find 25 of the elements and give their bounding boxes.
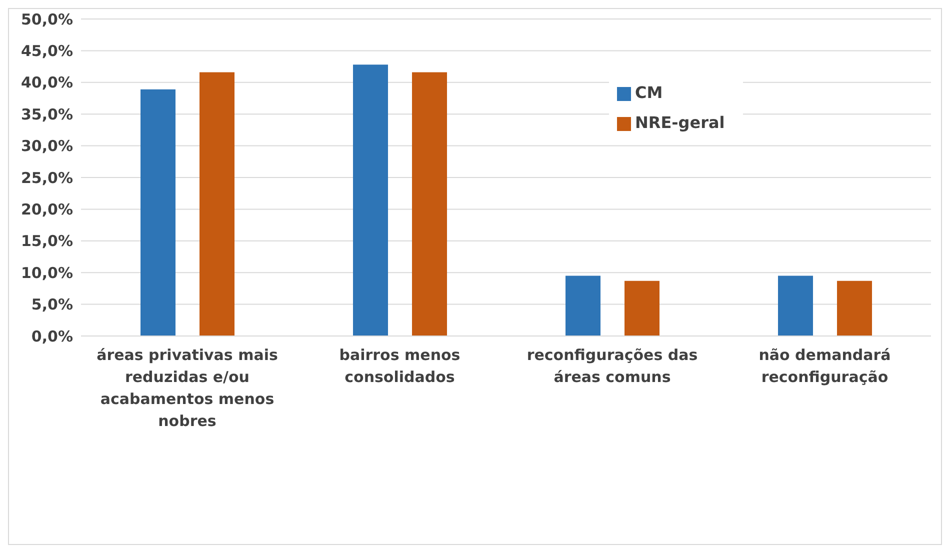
legend-label: NRE-geral: [635, 113, 725, 132]
x-tick-label: não demandará reconfiguração: [758, 346, 891, 386]
bar: [353, 64, 388, 336]
y-tick-label: 35,0%: [20, 105, 73, 124]
bar: [566, 276, 600, 336]
bar: [778, 276, 813, 336]
bar: [624, 280, 660, 336]
bar: [837, 280, 872, 336]
x-tick-label: reconfigurações das áreas comuns: [526, 346, 698, 386]
y-tick-label: 40,0%: [20, 74, 73, 92]
y-tick-label: 50,0%: [20, 10, 73, 28]
y-tick-label: 10,0%: [20, 264, 73, 282]
legend-label: CM: [635, 83, 663, 102]
bar: [200, 72, 234, 336]
y-tick-label: 0,0%: [31, 327, 73, 346]
y-tick-label: 5,0%: [31, 296, 73, 314]
y-tick-label: 25,0%: [20, 168, 73, 187]
y-tick-label: 30,0%: [20, 137, 73, 156]
bar: [412, 72, 447, 336]
bar: [140, 89, 176, 336]
y-tick-label: 45,0%: [20, 42, 73, 60]
x-tick-label: áreas privativas mais reduzidas e/ou acabamentos menos nobres: [96, 346, 278, 430]
y-tick-label: 15,0%: [20, 232, 73, 250]
x-tick-label: bairros menos consolidados: [339, 346, 460, 386]
y-tick-label: 20,0%: [20, 200, 73, 219]
